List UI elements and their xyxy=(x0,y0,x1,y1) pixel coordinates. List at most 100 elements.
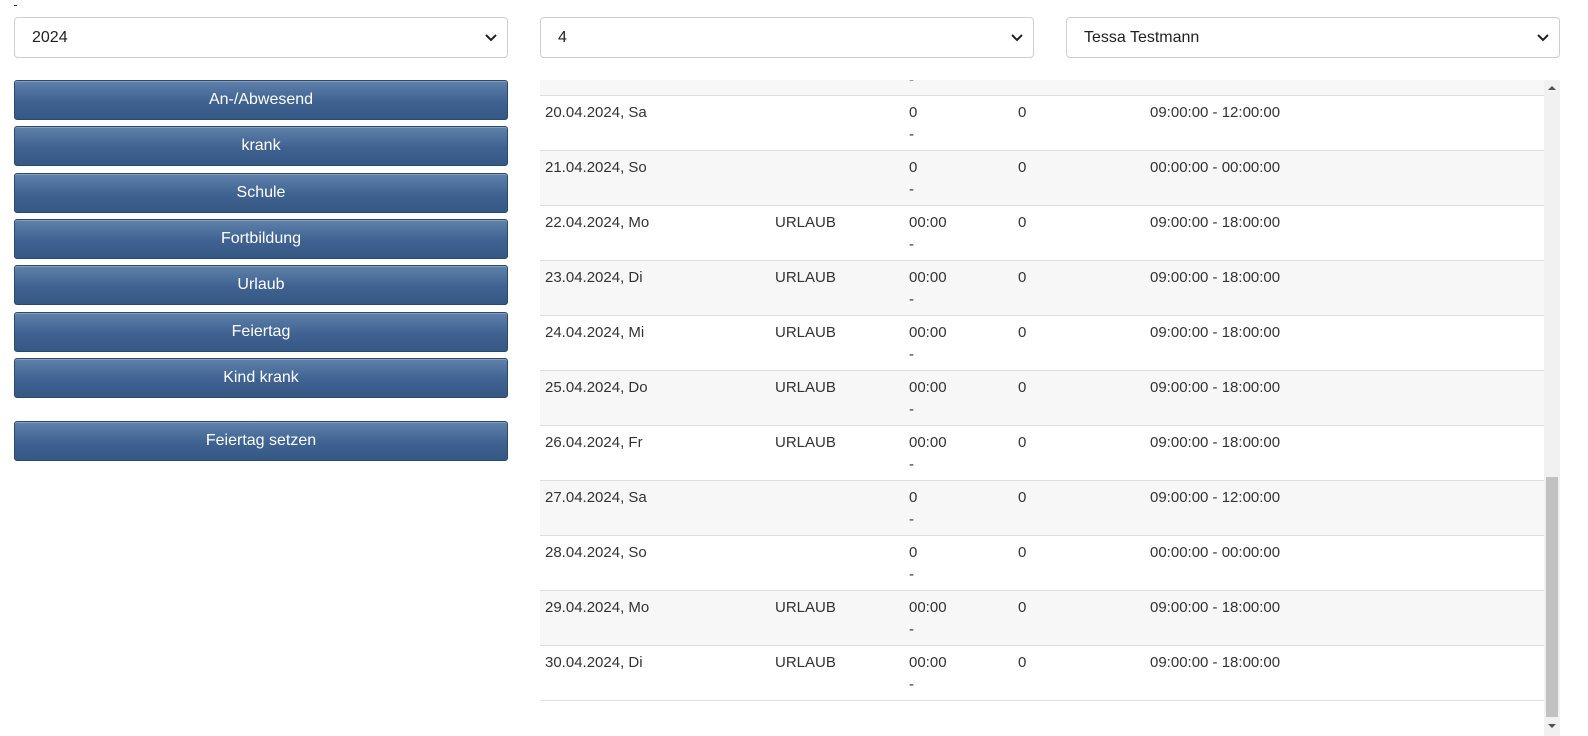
count-cell: 0 xyxy=(1018,324,1027,341)
count-cell: 0 xyxy=(1018,159,1027,176)
year-select[interactable]: 2024 xyxy=(14,17,508,58)
date-cell: 24.04.2024, Mi xyxy=(545,324,645,341)
table-row: 26.04.2024, Fr URLAUB 0 09:00:00 - 18:00:00… xyxy=(540,426,1544,481)
vacation-button[interactable]: Urlaub xyxy=(14,265,508,305)
hours-value: 0 xyxy=(909,544,918,561)
date-cell: 25.04.2024, Do xyxy=(545,379,648,396)
chevron-down-icon xyxy=(1537,34,1549,42)
table-row: 20.04.2024, Sa 0 09:00:00 - 12:00:00 0- xyxy=(540,96,1544,151)
type-cell: URLAUB xyxy=(775,379,836,396)
table-row: 29.04.2024, Mo URLAUB 0 09:00:00 - 18:00:00… xyxy=(540,591,1544,646)
hours-cell: 00:00 - xyxy=(909,214,947,254)
holiday-button[interactable]: Feiertag xyxy=(14,312,508,352)
hours-value: 0 xyxy=(909,104,918,121)
sick-button[interactable]: krank xyxy=(14,126,508,166)
date-cell: 20.04.2024, Sa xyxy=(545,104,647,121)
count-cell: 0 xyxy=(1018,599,1027,616)
hours-dash: - xyxy=(909,291,914,308)
date-cell: 30.04.2024, Di xyxy=(545,654,643,671)
hours-dash: - xyxy=(909,566,914,583)
type-cell: URLAUB xyxy=(775,214,836,231)
count-cell: 0 xyxy=(1018,434,1027,451)
hours-dash: - xyxy=(909,456,914,473)
person-select[interactable]: Tessa Testmann xyxy=(1066,17,1560,58)
hours-dash: - xyxy=(909,401,914,418)
hours-cell: 00:00 - xyxy=(909,379,947,419)
time-range-cell: 09:00:00 - 18:00:00 xyxy=(1150,654,1281,671)
hours-value: 0 xyxy=(909,159,918,176)
month-select[interactable]: 4 xyxy=(540,17,1034,58)
hours-cell: 0- xyxy=(909,544,917,584)
date-cell: 26.04.2024, Fr xyxy=(545,434,643,451)
hours-cell: 0- xyxy=(909,159,917,199)
time-range-cell: 09:00:00 - 18:00:00 xyxy=(1150,434,1281,451)
table-row: 30.04.2024, Di URLAUB 0 09:00:00 - 18:00:00… xyxy=(540,646,1544,701)
hours-cell: 00:00 - xyxy=(909,434,947,474)
table-row: 28.04.2024, So 0 00:00:00 - 00:00:00 0- xyxy=(540,536,1544,591)
hours-value: 00:00 xyxy=(909,214,947,231)
hours-cell: 0- xyxy=(909,489,917,529)
type-cell: URLAUB xyxy=(775,269,836,286)
hours-cell: 0- xyxy=(909,104,917,144)
time-range-cell: 09:00:00 - 12:00:00 xyxy=(1150,489,1281,506)
type-cell: URLAUB xyxy=(775,654,836,671)
date-cell: 29.04.2024, Mo xyxy=(545,599,650,616)
date-cell: 28.04.2024, So xyxy=(545,544,647,561)
time-range-cell: 09:00:00 - 18:00:00 xyxy=(1150,269,1281,286)
chevron-down-icon xyxy=(485,34,497,42)
hours-dash: - xyxy=(909,621,914,638)
set-holiday-button[interactable]: Feiertag setzen xyxy=(14,421,508,461)
year-select-value: 2024 xyxy=(32,28,68,46)
hours-value: 00:00 xyxy=(909,379,947,396)
time-range-cell: 09:00:00 - 18:00:00 xyxy=(1150,599,1281,616)
hours-dash: - xyxy=(909,126,914,143)
hours-dash: - xyxy=(909,181,914,198)
scrollbar-thumb[interactable] xyxy=(1546,477,1558,717)
time-range-cell: 00:00:00 - 00:00:00 xyxy=(1150,544,1281,561)
hours-cell: 00:00 - xyxy=(909,599,947,639)
time-range-cell: 09:00:00 - 18:00:00 xyxy=(1150,379,1281,396)
training-button[interactable]: Fortbildung xyxy=(14,219,508,259)
count-cell: 0 xyxy=(1018,269,1027,286)
table-row: 19.04.2024, Fr009:00:00 - 18:00:000- xyxy=(540,80,1544,96)
count-cell: 0 xyxy=(1018,654,1027,671)
table-row: 23.04.2024, Di URLAUB 0 09:00:00 - 18:00:00… xyxy=(540,261,1544,316)
count-cell: 0 xyxy=(1018,379,1027,396)
hours-value: 00:00 xyxy=(909,434,947,451)
hours-dash: - xyxy=(909,80,917,89)
table-row: 24.04.2024, Mi URLAUB 0 09:00:00 - 18:00:00… xyxy=(540,316,1544,371)
time-range-cell: 09:00:00 - 18:00:00 xyxy=(1150,214,1281,231)
hours-cell: 00:00 - xyxy=(909,324,947,364)
time-range-cell: 09:00:00 - 18:00:00 xyxy=(1150,324,1281,341)
date-cell: 22.04.2024, Mo xyxy=(545,214,650,231)
child-sick-button[interactable]: Kind krank xyxy=(14,358,508,398)
date-cell: 27.04.2024, Sa xyxy=(545,489,647,506)
count-cell: 0 xyxy=(1018,214,1027,231)
hours-cell: 00:00 - xyxy=(909,269,947,309)
triangle-down-icon[interactable] xyxy=(1548,722,1556,730)
hours-dash: - xyxy=(909,236,914,253)
hours-value: 00:00 xyxy=(909,654,947,671)
table-row: 27.04.2024, Sa 0 09:00:00 - 12:00:00 0- xyxy=(540,481,1544,536)
type-cell: URLAUB xyxy=(775,324,836,341)
month-select-value: 4 xyxy=(558,28,567,46)
scrollbar[interactable] xyxy=(1544,80,1560,736)
count-cell: 0 xyxy=(1018,104,1027,121)
time-range-cell: 00:00:00 - 00:00:00 xyxy=(1150,159,1281,176)
school-button[interactable]: Schule xyxy=(14,173,508,213)
hours-dash: - xyxy=(909,676,914,693)
hours-dash: - xyxy=(909,346,914,363)
hours-cell: 00:00 - xyxy=(909,654,947,694)
triangle-up-icon[interactable] xyxy=(1548,84,1556,92)
hours-value: 00:00 xyxy=(909,269,947,286)
count-cell: 0 xyxy=(1018,489,1027,506)
date-cell: 23.04.2024, Di xyxy=(545,269,643,286)
table-row: 22.04.2024, Mo URLAUB 0 09:00:00 - 18:00:00… xyxy=(540,206,1544,261)
time-range-cell: 09:00:00 - 12:00:00 xyxy=(1150,104,1281,121)
present-absent-button[interactable]: An-/Abwesend xyxy=(14,80,508,120)
hours-value: 00:00 xyxy=(909,324,947,341)
hours-cell: 0- xyxy=(909,80,917,89)
day-rows: 19.04.2024, Fr009:00:00 - 18:00:000- 20.0… xyxy=(540,80,1544,701)
hours-value: 0 xyxy=(909,489,918,506)
person-select-value: Tessa Testmann xyxy=(1084,28,1200,46)
